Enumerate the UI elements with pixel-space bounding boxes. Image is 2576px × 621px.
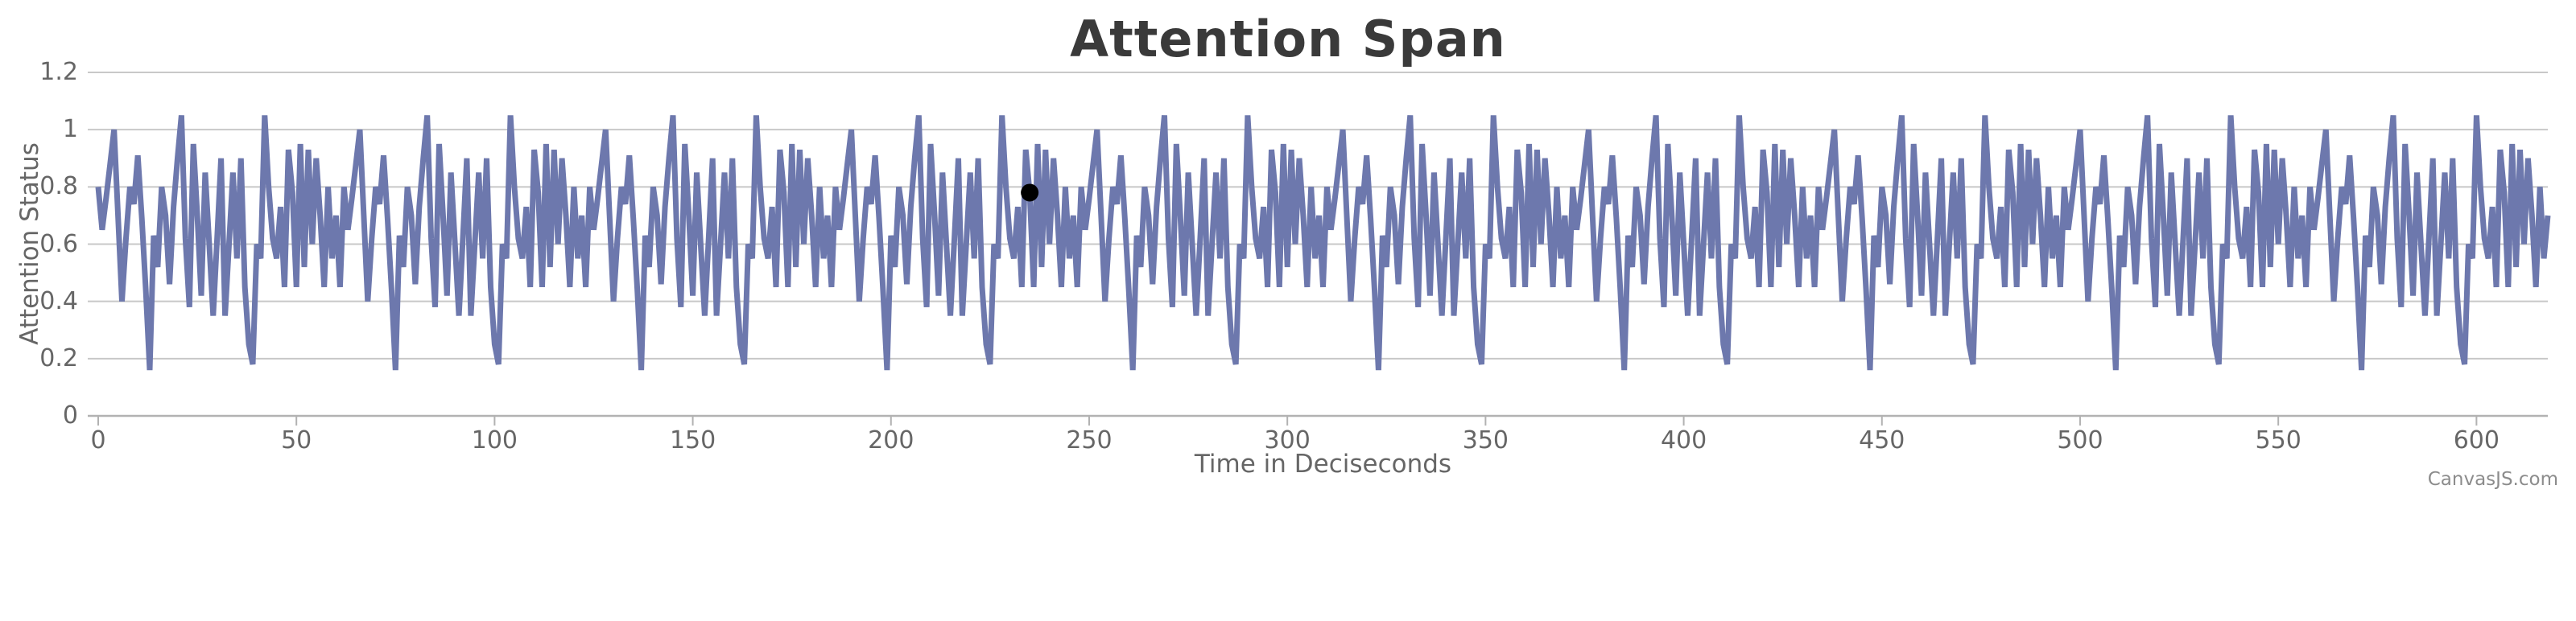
y-tick-label: 0.8	[39, 172, 78, 201]
x-tick-label: 350	[1462, 426, 1509, 454]
y-tick-label: 0	[62, 401, 78, 430]
y-tick-label: 1	[62, 115, 78, 144]
chart-title: Attention Span	[1070, 10, 1506, 68]
x-tick-label: 100	[471, 426, 518, 454]
x-tick-label: 450	[1859, 426, 1905, 454]
x-tick-label: 550	[2255, 426, 2301, 454]
x-tick-label: 600	[2453, 426, 2500, 454]
x-tick-label: 300	[1264, 426, 1311, 454]
x-tick-label: 150	[669, 426, 716, 454]
x-tick-label: 400	[1660, 426, 1707, 454]
x-axis-title: Time in Deciseconds	[1194, 450, 1452, 479]
x-tick-label: 200	[868, 426, 914, 454]
attention-line-series[interactable]	[95, 115, 2551, 371]
y-tick-label: 0.2	[39, 343, 78, 372]
x-tick-label: 0	[90, 426, 106, 454]
y-tick-label: 1.2	[39, 58, 78, 86]
x-tick-label: 50	[281, 426, 312, 454]
highlighted-data-point[interactable]	[1021, 183, 1039, 202]
y-tick-label: 0.6	[39, 229, 78, 258]
canvasjs-credit-link[interactable]: CanvasJS.com	[2427, 469, 2558, 490]
y-tick-label: 0.4	[39, 286, 78, 315]
x-tick-label: 500	[2057, 426, 2103, 454]
x-tick-label: 250	[1066, 426, 1113, 454]
